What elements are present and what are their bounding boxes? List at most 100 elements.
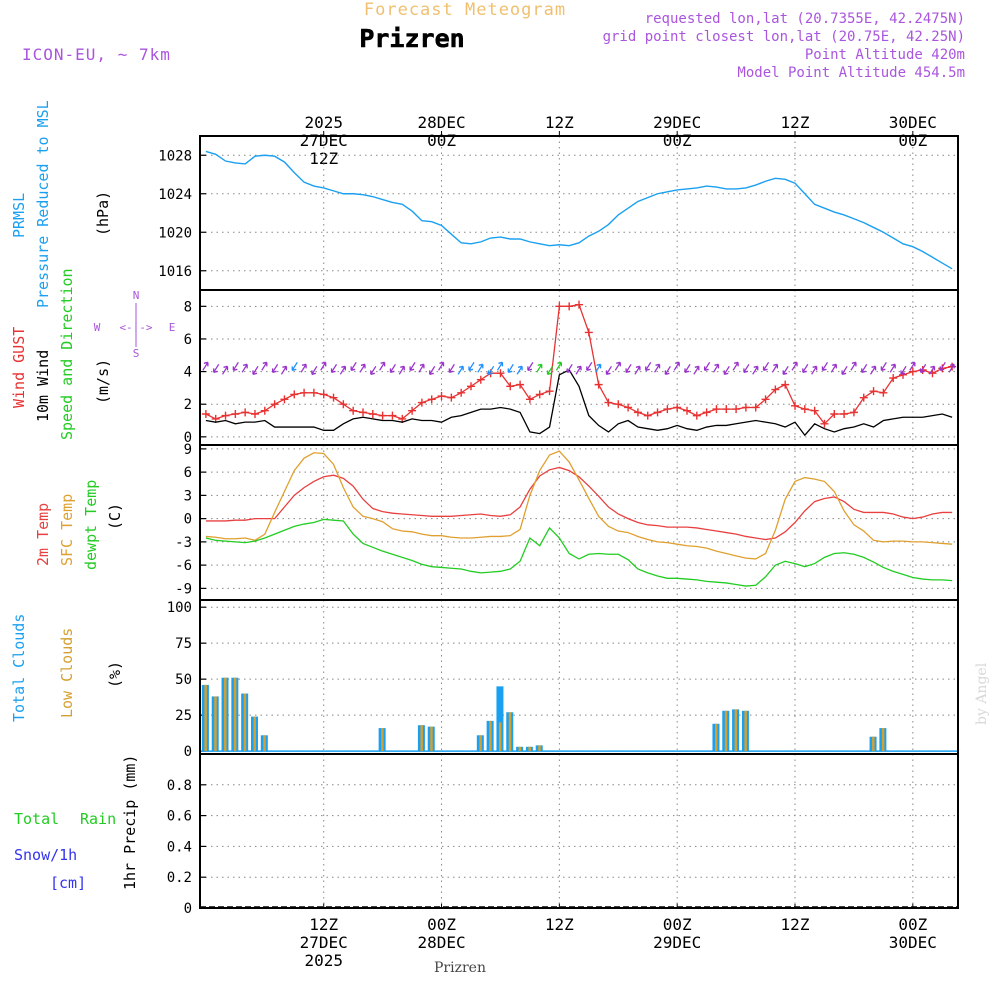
- gust-marker: [516, 380, 525, 389]
- temp-label-sfc: SFC Temp: [58, 494, 76, 566]
- wind-dir-arrow: [861, 363, 868, 373]
- gust-marker: [761, 395, 770, 404]
- model-altitude: Model Point Altitude 454.5m: [737, 65, 965, 81]
- wind-dir-arrow: [948, 363, 955, 373]
- wind-dir-arrow: [546, 365, 554, 375]
- cloud-unit: (%): [106, 661, 124, 688]
- wind-line: [205, 369, 953, 437]
- wind-dir-arrow: [232, 361, 239, 371]
- low-cloud-bar: [233, 677, 237, 752]
- wind-dir-arrow: [664, 365, 671, 375]
- gust-marker: [358, 408, 367, 417]
- panel-wind: 0 2 4 6 8: [184, 289, 959, 446]
- low-cloud-bar: [420, 725, 423, 752]
- time-label: 12Z: [781, 113, 810, 132]
- panel-precip: 0 0.2 0.4 0.6 0.8: [167, 753, 959, 917]
- wind-dir-arrow: [527, 361, 534, 371]
- precip-label-snow: Snow/1h: [14, 846, 77, 864]
- gust-marker: [781, 380, 790, 389]
- gust-marker: [820, 419, 829, 428]
- wind-dir-arrow: [350, 361, 357, 371]
- ytick-label: 0: [184, 430, 192, 446]
- low-cloud-bar: [253, 716, 256, 752]
- gust-marker: [683, 406, 692, 415]
- ytick-label: 0: [184, 744, 192, 760]
- wind-dir-arrow: [870, 365, 877, 375]
- point-altitude: Point Altitude 420m: [805, 47, 965, 63]
- precip-label-cm: [cm]: [50, 874, 86, 892]
- wind-dir-arrow: [693, 365, 700, 375]
- wind-dir-arrow: [782, 365, 789, 375]
- low-cloud-bar: [518, 746, 522, 752]
- wind-dir-arrow: [762, 361, 770, 371]
- gust-marker: [624, 403, 633, 412]
- temp-unit: (C): [106, 503, 124, 530]
- ytick-label: 0.6: [167, 809, 192, 825]
- low-cloud-bar: [714, 723, 718, 752]
- time-label: 30DEC: [889, 933, 937, 952]
- gust-marker: [732, 405, 741, 414]
- wind-dir-arrow: [830, 363, 837, 373]
- footer-location: Prizren: [434, 960, 486, 976]
- low-cloud-bar: [204, 684, 207, 752]
- low-cloud-bar: [872, 736, 875, 752]
- low-cloud-bar: [243, 693, 247, 752]
- wind-dir-arrow: [477, 363, 484, 373]
- panel-clouds: 0 25 50 75 100: [167, 599, 959, 760]
- wind-dir-arrow: [379, 361, 386, 371]
- gust-marker: [643, 411, 652, 420]
- ytick-label: 0.8: [167, 778, 192, 794]
- wind-dir-arrow: [880, 361, 887, 371]
- wind-dir-arrow: [645, 361, 652, 371]
- gust-marker: [525, 395, 534, 404]
- temp-2m-line: [205, 466, 953, 541]
- gust-marker: [555, 302, 564, 311]
- wind-dir-arrow: [791, 361, 798, 371]
- wind-dir-arrow: [291, 361, 298, 371]
- pressure-label-prmsl: PRMSL: [10, 193, 28, 238]
- watermark: by Angel: [974, 662, 990, 725]
- temp-label-2m: 2m Temp: [34, 503, 52, 566]
- ytick-label: -3: [175, 535, 192, 551]
- low-cloud-bar: [430, 726, 433, 752]
- time-label: 12Z: [781, 915, 810, 934]
- temp-sfc-line: [205, 450, 953, 560]
- chart-title: Forecast Meteogram: [364, 0, 566, 20]
- panel-frame: [199, 599, 959, 755]
- low-cloud-bar: [724, 710, 728, 752]
- ytick-label: 1016: [158, 264, 192, 280]
- precip-label-rain: Rain: [80, 810, 116, 828]
- wind-dir-arrow: [241, 363, 248, 373]
- wind-dir-arrow: [920, 363, 927, 373]
- time-label: 30DEC: [889, 113, 937, 132]
- wind-dir-arrow: [684, 363, 691, 373]
- ytick-label: 0.2: [167, 870, 192, 886]
- wind-dir-arrow: [252, 365, 259, 375]
- compass-legend: N W <-|-> E S: [94, 289, 176, 360]
- total-cloud-bar: [496, 686, 504, 752]
- low-cloud-bar: [224, 677, 227, 752]
- wind-dir-arrow: [605, 365, 613, 375]
- low-cloud-bar: [479, 735, 482, 752]
- precip-label-total: Total: [14, 810, 59, 828]
- wind-dir-arrow: [202, 361, 209, 371]
- wind-dir-arrow: [909, 361, 916, 371]
- wind-dir-arrow: [330, 363, 338, 373]
- gust-marker: [545, 387, 554, 396]
- gust-marker: [447, 393, 456, 402]
- wind-dir-arrow: [614, 361, 621, 371]
- gust-marker: [300, 388, 309, 397]
- wind-dir-arrow: [280, 365, 288, 375]
- gust-marker: [869, 387, 878, 396]
- panel-temperature: -9 -6 -3 0 3 6 9: [175, 442, 959, 601]
- gust-marker: [476, 375, 485, 384]
- gust-marker: [231, 410, 240, 418]
- wind-dir-arrow: [850, 361, 857, 371]
- gust-marker: [633, 408, 642, 417]
- wind-dir-arrow: [516, 365, 523, 375]
- gust-marker: [810, 406, 819, 415]
- ytick-label: 8: [184, 299, 192, 315]
- gust-marker: [889, 374, 898, 383]
